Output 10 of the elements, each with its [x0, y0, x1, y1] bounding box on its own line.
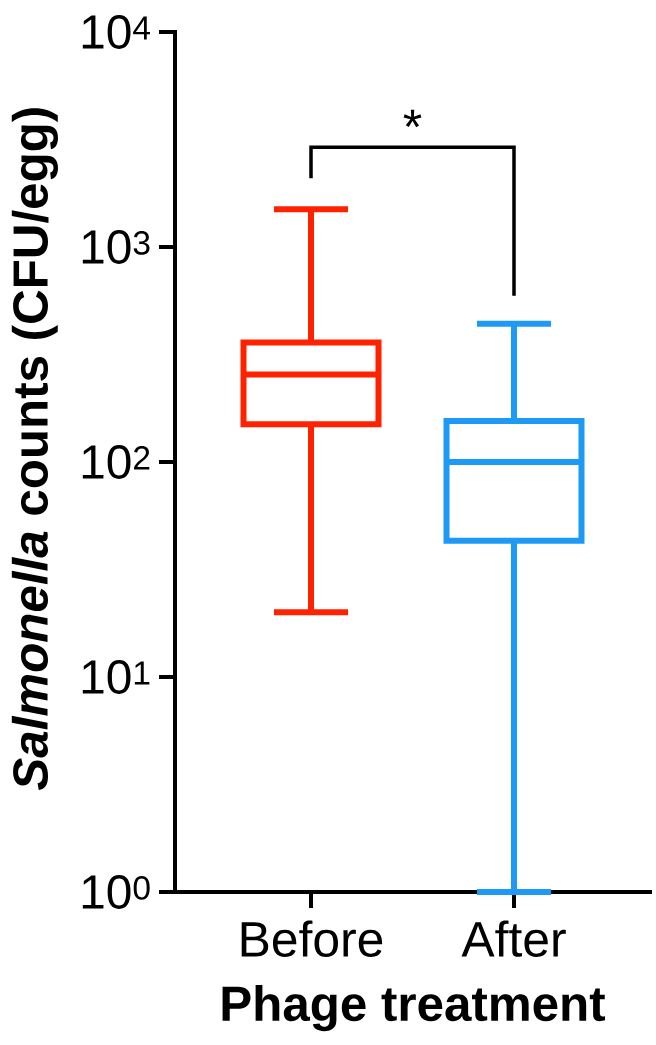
- y-axis-title: Salmonella counts (CFU/egg): [11, 108, 58, 791]
- y-tick-label: 10$^{4}$: [82, 15, 150, 49]
- x-tick-label: Before: [241, 920, 383, 957]
- y-tick-label: 10$^{1}$: [82, 660, 150, 694]
- y-tick-label: 10$^{2}$: [82, 445, 150, 479]
- y-tick-label: 10$^{3}$: [82, 230, 150, 264]
- x-axis-title: Phage treatment: [222, 985, 606, 1032]
- x-tick-label: After: [461, 920, 566, 957]
- annotation: *: [403, 109, 422, 128]
- y-tick-label: 10$^{0}$: [82, 875, 150, 909]
